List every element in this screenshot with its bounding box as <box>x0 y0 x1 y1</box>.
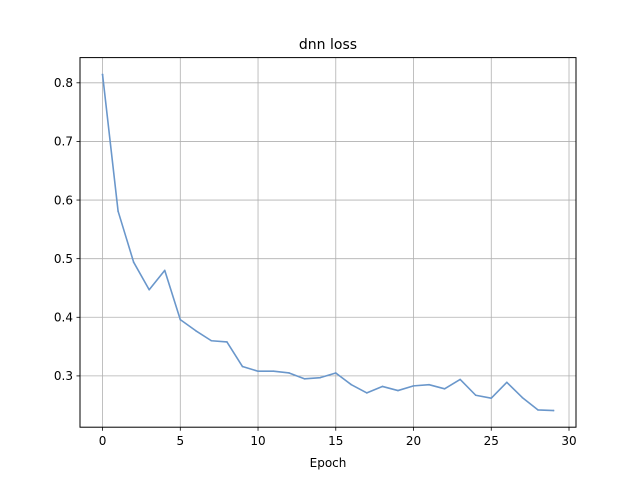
x-tick-label: 20 <box>406 434 421 448</box>
data-point <box>132 261 135 263</box>
y-tick-label: 0.8 <box>54 76 73 90</box>
x-axis: 0 5 10 15 20 25 30 <box>99 427 577 448</box>
data-point <box>334 372 337 374</box>
y-tick-label: 0.4 <box>54 311 73 325</box>
x-tick-label: 25 <box>484 434 499 448</box>
data-point <box>226 341 228 343</box>
data-point <box>319 376 322 379</box>
x-tick-label: 30 <box>561 434 576 448</box>
y-tick-label: 0.6 <box>54 193 73 207</box>
data-point <box>412 385 415 387</box>
data-point <box>288 372 290 374</box>
x-tick-label: 0 <box>99 434 107 448</box>
grid <box>80 57 576 428</box>
data-point <box>148 288 150 291</box>
data-point <box>428 383 430 386</box>
y-axis: 0.3 0.4 0.5 0.6 0.7 0.8 <box>54 76 80 383</box>
data-point <box>552 409 555 412</box>
data-point <box>381 385 384 388</box>
data-point <box>241 365 244 368</box>
data-point <box>521 396 524 399</box>
data-point <box>537 409 539 411</box>
data-point <box>195 329 197 332</box>
data-point <box>366 392 368 394</box>
data-point <box>272 370 275 373</box>
x-axis-label: Epoch <box>310 456 347 470</box>
y-tick-label: 0.5 <box>54 252 73 266</box>
x-tick-label: 10 <box>250 434 265 448</box>
data-point <box>459 378 461 381</box>
plot-frame <box>79 57 577 428</box>
data-point <box>490 397 493 399</box>
data-point <box>117 210 119 212</box>
data-point <box>350 383 353 386</box>
data-point <box>303 378 306 380</box>
series-layer <box>101 73 555 412</box>
data-point <box>474 394 477 397</box>
loss-series-line <box>101 73 555 412</box>
data-point <box>210 339 213 342</box>
y-tick-label: 0.7 <box>54 135 73 149</box>
x-tick-label: 5 <box>176 434 184 448</box>
data-point <box>163 269 166 272</box>
x-tick-label: 15 <box>328 434 343 448</box>
chart-title: dnn loss <box>299 37 357 53</box>
data-point <box>257 370 259 373</box>
y-tick-label: 0.3 <box>54 369 73 383</box>
data-point <box>101 73 104 76</box>
data-point <box>179 318 182 321</box>
data-point <box>443 388 446 390</box>
data-point <box>506 381 508 384</box>
data-point <box>397 389 399 392</box>
